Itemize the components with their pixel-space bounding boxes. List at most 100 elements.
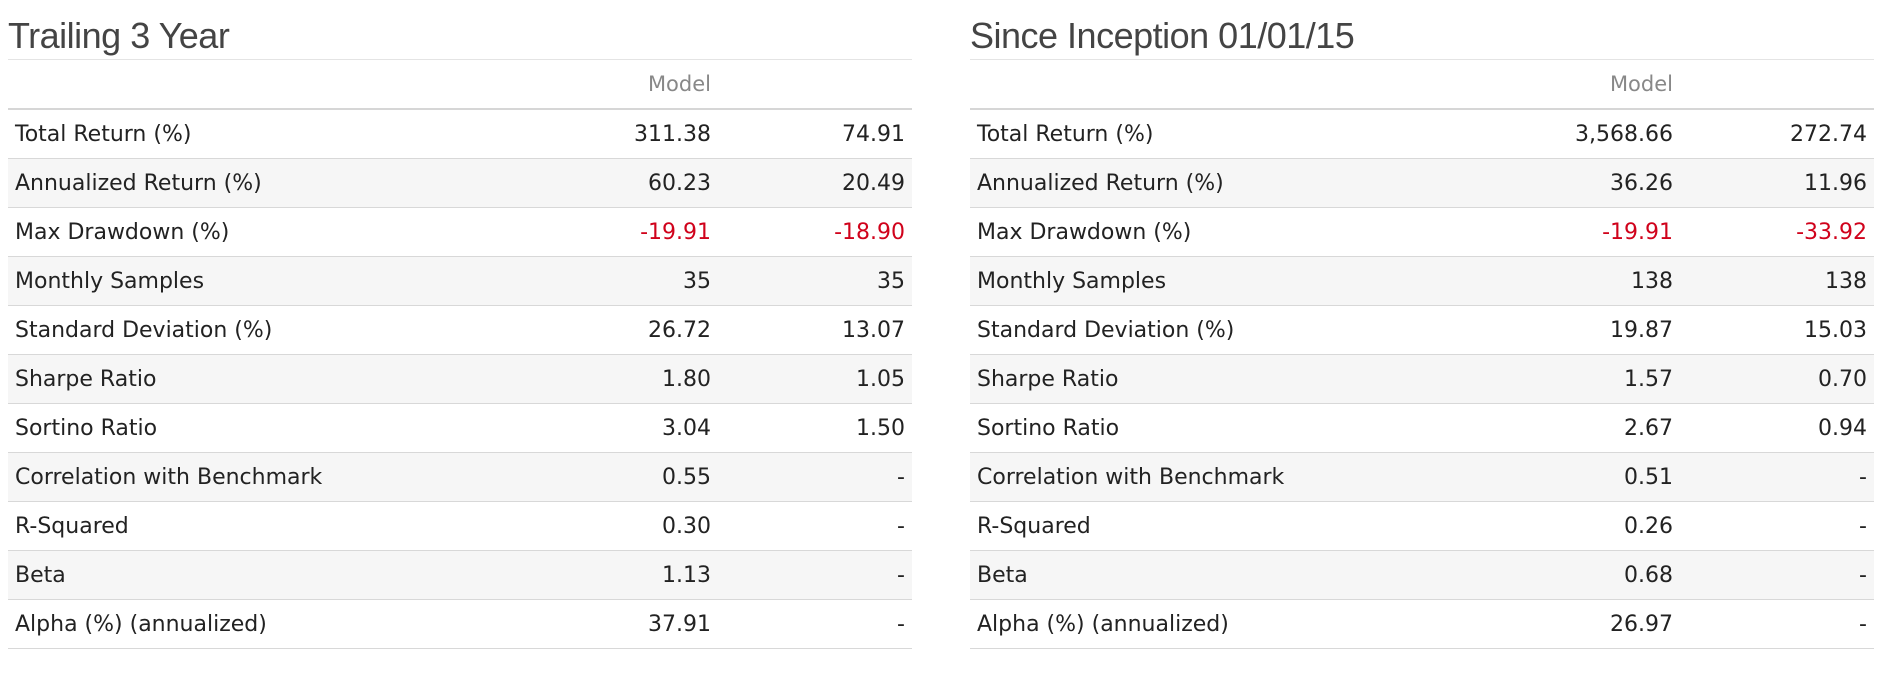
benchmark-value: - bbox=[718, 452, 912, 502]
metric-label: Annualized Return (%) bbox=[8, 158, 524, 208]
table-row: Sortino Ratio 3.04 1.50 bbox=[8, 403, 912, 453]
model-value: 0.26 bbox=[1486, 501, 1680, 551]
metric-label: Monthly Samples bbox=[970, 256, 1486, 306]
metric-label: Sortino Ratio bbox=[8, 403, 524, 453]
metric-label: Annualized Return (%) bbox=[970, 158, 1486, 208]
model-value: 0.51 bbox=[1486, 452, 1680, 502]
header-metric bbox=[970, 60, 1486, 110]
table-row: Sortino Ratio 2.67 0.94 bbox=[970, 403, 1874, 453]
table-row: Correlation with Benchmark 0.55- bbox=[8, 452, 912, 502]
model-value: 3,568.66 bbox=[1486, 109, 1680, 159]
table-row: Monthly Samples 138 138 bbox=[970, 256, 1874, 306]
table-row: Sharpe Ratio 1.57 0.70 bbox=[970, 354, 1874, 404]
table-row: Max Drawdown (%) -19.91 -18.90 bbox=[8, 207, 912, 257]
benchmark-value: - bbox=[718, 599, 912, 649]
model-value: 1.57 bbox=[1486, 354, 1680, 404]
benchmark-value: -18.90 bbox=[718, 207, 912, 257]
table-row: Beta 1.13- bbox=[8, 550, 912, 600]
model-value: 36.26 bbox=[1486, 158, 1680, 208]
benchmark-value: - bbox=[1680, 452, 1874, 502]
table-row: Max Drawdown (%) -19.91 -33.92 bbox=[970, 207, 1874, 257]
metric-label: Correlation with Benchmark bbox=[970, 452, 1486, 502]
model-value: 138 bbox=[1486, 256, 1680, 306]
table-row: Alpha (%) (annualized) 26.97- bbox=[970, 599, 1874, 649]
model-value: 1.80 bbox=[524, 354, 718, 404]
model-value: 3.04 bbox=[524, 403, 718, 453]
benchmark-value: 15.03 bbox=[1680, 305, 1874, 355]
benchmark-value: - bbox=[1680, 501, 1874, 551]
model-value: -19.91 bbox=[1486, 207, 1680, 257]
benchmark-value: - bbox=[718, 501, 912, 551]
model-value: -19.91 bbox=[524, 207, 718, 257]
table-row: Annualized Return (%) 60.23 20.49 bbox=[8, 158, 912, 208]
metric-label: Standard Deviation (%) bbox=[970, 305, 1486, 355]
model-value: 26.72 bbox=[524, 305, 718, 355]
model-value: 37.91 bbox=[524, 599, 718, 649]
benchmark-value: - bbox=[718, 550, 912, 600]
benchmark-value: - bbox=[1680, 550, 1874, 600]
model-value: 26.97 bbox=[1486, 599, 1680, 649]
metric-label: Beta bbox=[8, 550, 524, 600]
stats-table: Model Total Return (%) 311.38 74.91 Annuali… bbox=[8, 59, 912, 649]
benchmark-value: 11.96 bbox=[1680, 158, 1874, 208]
table-header-row: Model bbox=[970, 59, 1874, 110]
table-row: Total Return (%) 3,568.66 272.74 bbox=[970, 109, 1874, 159]
metric-label: Sharpe Ratio bbox=[970, 354, 1486, 404]
metric-label: Total Return (%) bbox=[970, 109, 1486, 159]
header-metric bbox=[8, 60, 524, 110]
metric-label: Correlation with Benchmark bbox=[8, 452, 524, 502]
panel-title: Trailing 3 Year bbox=[8, 15, 230, 56]
table-row: R-Squared 0.26- bbox=[970, 501, 1874, 551]
benchmark-value: 1.50 bbox=[718, 403, 912, 453]
table-header-row: Model bbox=[8, 59, 912, 110]
model-value: 0.55 bbox=[524, 452, 718, 502]
table-row: Alpha (%) (annualized) 37.91- bbox=[8, 599, 912, 649]
metric-label: Alpha (%) (annualized) bbox=[8, 599, 524, 649]
benchmark-value: 0.70 bbox=[1680, 354, 1874, 404]
benchmark-value: - bbox=[1680, 599, 1874, 649]
benchmark-value: 13.07 bbox=[718, 305, 912, 355]
metric-label: R-Squared bbox=[970, 501, 1486, 551]
metric-label: Max Drawdown (%) bbox=[8, 207, 524, 257]
table-row: Correlation with Benchmark 0.51- bbox=[970, 452, 1874, 502]
table-row: Monthly Samples 35 35 bbox=[8, 256, 912, 306]
stats-table: Model Total Return (%) 3,568.66 272.74 Annu… bbox=[970, 59, 1874, 649]
benchmark-value: 0.94 bbox=[1680, 403, 1874, 453]
model-value: 19.87 bbox=[1486, 305, 1680, 355]
panel-title: Since Inception 01/01/15 bbox=[970, 15, 1355, 56]
benchmark-value: 20.49 bbox=[718, 158, 912, 208]
header-model: Model bbox=[647, 72, 711, 96]
table-row: R-Squared 0.30- bbox=[8, 501, 912, 551]
model-value: 35 bbox=[524, 256, 718, 306]
benchmark-value: 74.91 bbox=[718, 109, 912, 159]
table-row: Sharpe Ratio 1.80 1.05 bbox=[8, 354, 912, 404]
model-value: 60.23 bbox=[524, 158, 718, 208]
metric-label: Total Return (%) bbox=[8, 109, 524, 159]
since-inception-panel: Since Inception 01/01/15 Model Total Ret… bbox=[970, 0, 1874, 649]
metric-label: Sharpe Ratio bbox=[8, 354, 524, 404]
table-row: Standard Deviation (%) 19.87 15.03 bbox=[970, 305, 1874, 355]
metric-label: Monthly Samples bbox=[8, 256, 524, 306]
header-model: Model bbox=[1609, 72, 1673, 96]
metric-label: Standard Deviation (%) bbox=[8, 305, 524, 355]
header-benchmark bbox=[1680, 60, 1874, 110]
model-value: 0.30 bbox=[524, 501, 718, 551]
metric-label: Max Drawdown (%) bbox=[970, 207, 1486, 257]
model-value: 1.13 bbox=[524, 550, 718, 600]
table-row: Total Return (%) 311.38 74.91 bbox=[8, 109, 912, 159]
model-value: 0.68 bbox=[1486, 550, 1680, 600]
metric-label: Alpha (%) (annualized) bbox=[970, 599, 1486, 649]
metric-label: R-Squared bbox=[8, 501, 524, 551]
table-row: Beta 0.68- bbox=[970, 550, 1874, 600]
metric-label: Beta bbox=[970, 550, 1486, 600]
model-value: 311.38 bbox=[524, 109, 718, 159]
benchmark-value: 272.74 bbox=[1680, 109, 1874, 159]
benchmark-value: 35 bbox=[718, 256, 912, 306]
benchmark-value: -33.92 bbox=[1680, 207, 1874, 257]
table-row: Standard Deviation (%) 26.72 13.07 bbox=[8, 305, 912, 355]
benchmark-value: 138 bbox=[1680, 256, 1874, 306]
model-value: 2.67 bbox=[1486, 403, 1680, 453]
header-benchmark bbox=[718, 60, 912, 110]
benchmark-value: 1.05 bbox=[718, 354, 912, 404]
metric-label: Sortino Ratio bbox=[970, 403, 1486, 453]
